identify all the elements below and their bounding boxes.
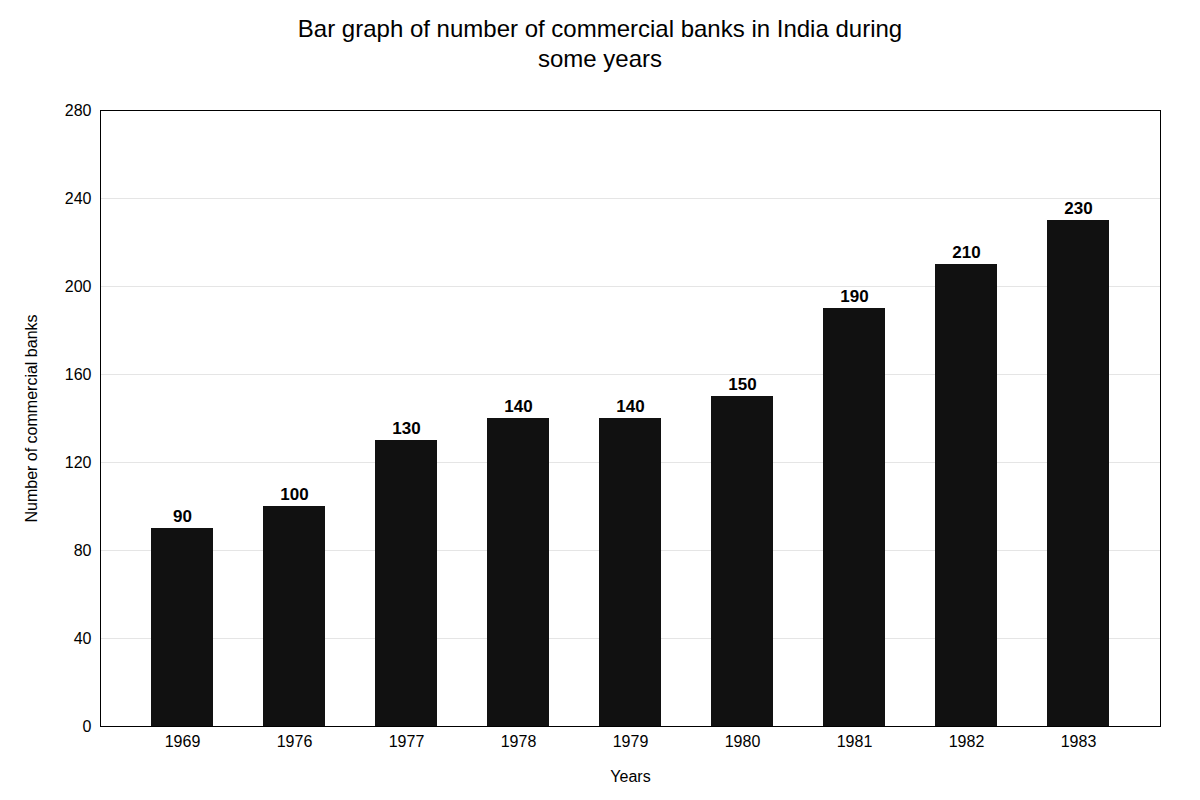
svg-text:130: 130 <box>392 419 420 438</box>
svg-text:1969: 1969 <box>165 733 201 750</box>
svg-text:210: 210 <box>952 243 980 262</box>
svg-text:240: 240 <box>65 190 92 207</box>
svg-text:80: 80 <box>74 542 92 559</box>
svg-text:1979: 1979 <box>613 733 649 750</box>
svg-text:0: 0 <box>83 718 92 735</box>
svg-text:40: 40 <box>74 630 92 647</box>
svg-text:190: 190 <box>840 287 868 306</box>
svg-text:150: 150 <box>728 375 756 394</box>
svg-text:120: 120 <box>65 454 92 471</box>
svg-text:230: 230 <box>1064 199 1092 218</box>
svg-text:Number of commercial banks: Number of commercial banks <box>23 314 40 522</box>
html-text:Bar graph of number of commerc: Bar graph of number of commercial banks … <box>297 15 903 72</box>
svg-text:1983: 1983 <box>1061 733 1097 750</box>
svg-text:1981: 1981 <box>837 733 873 750</box>
svg-text:1976: 1976 <box>277 733 313 750</box>
svg-text:280: 280 <box>65 102 92 119</box>
svg-text:1982: 1982 <box>949 733 985 750</box>
svg-text:1977: 1977 <box>389 733 425 750</box>
svg-text:100: 100 <box>280 485 308 504</box>
svg-text:90: 90 <box>173 507 192 526</box>
svg-text:1978: 1978 <box>501 733 537 750</box>
svg-text:140: 140 <box>616 397 644 416</box>
svg-text:160: 160 <box>65 366 92 383</box>
svg-text:140: 140 <box>504 397 532 416</box>
svg-text:1980: 1980 <box>725 733 761 750</box>
svg-text:200: 200 <box>65 278 92 295</box>
svg-text:Years: Years <box>610 768 650 785</box>
